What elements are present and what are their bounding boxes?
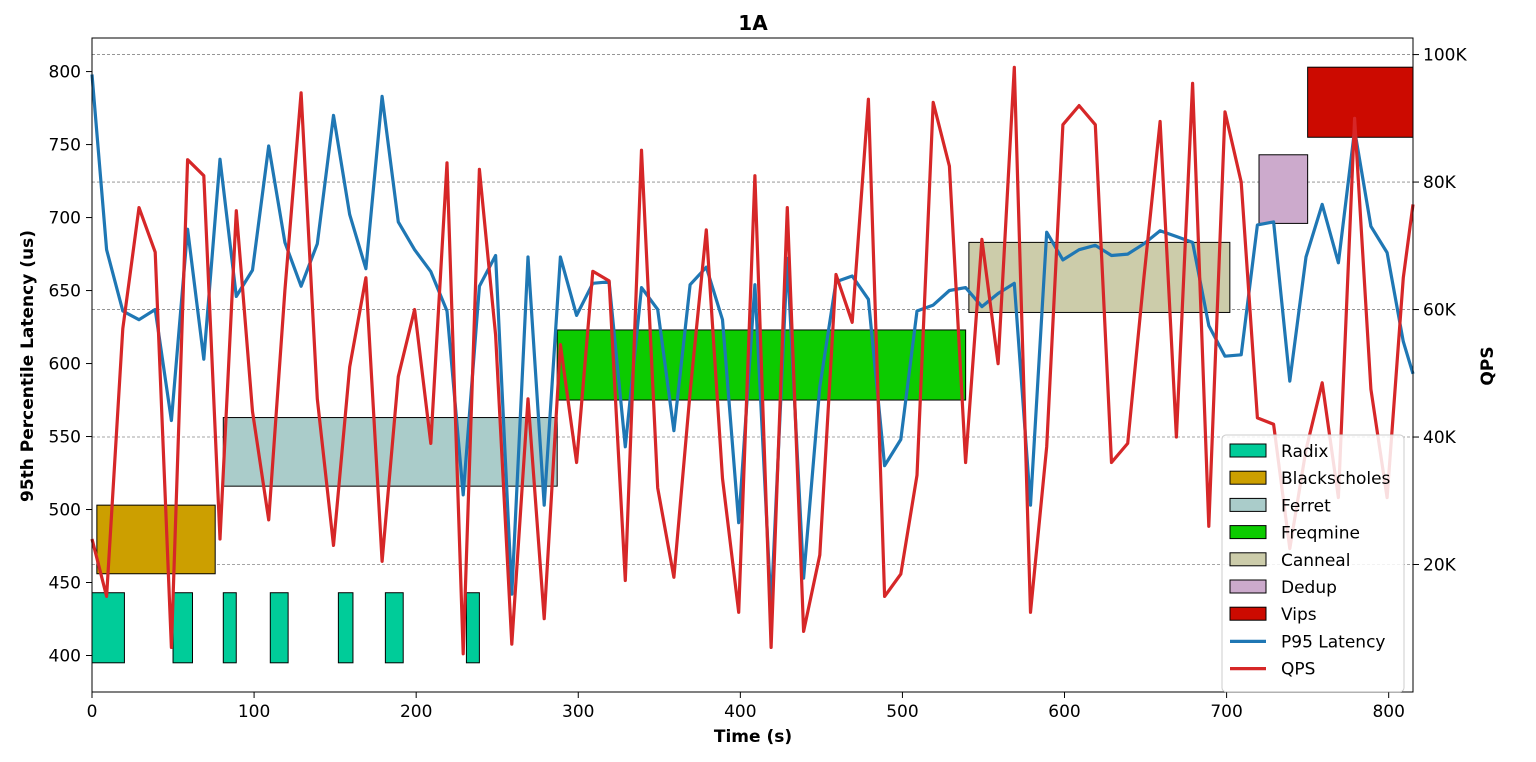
x-tick-label: 0 (87, 702, 98, 722)
y-tick-label: 500 (49, 501, 81, 521)
y-tick-label: 700 (49, 209, 81, 229)
legend-box (1221, 434, 1405, 693)
legend-label: Radix (1281, 442, 1328, 462)
y-tick-label: 600 (49, 355, 81, 375)
job-bar-radix (91, 592, 125, 664)
x-tick-label: 800 (1372, 702, 1404, 722)
y2-tick-label: 20K (1423, 556, 1457, 576)
legend-label: Ferret (1281, 496, 1331, 516)
legend-label: P95 Latency (1281, 632, 1385, 652)
job-bar-radix (269, 592, 289, 664)
legend: Radix Blackscholes Ferret Freqmine Canneal De… (1221, 434, 1405, 693)
chart-title: 1A (738, 11, 768, 35)
y-tick-label: 550 (49, 428, 81, 448)
legend-label: Canneal (1281, 551, 1350, 571)
y-tick-label: 400 (49, 647, 81, 667)
job-bar-vips (1307, 66, 1414, 138)
plot-frame (91, 37, 1414, 693)
x-tick-label: 500 (886, 702, 918, 722)
y-tick-label: 650 (49, 282, 81, 302)
legend-swatch-blackscholes (1229, 470, 1267, 485)
job-bar-radix (384, 592, 404, 664)
legend-label: Vips (1281, 605, 1317, 625)
legend-swatch-dedup (1229, 579, 1267, 594)
y2-tick-label: 60K (1423, 301, 1457, 321)
y-axis-title: 95th Percentile Latency (us) (18, 230, 38, 502)
y-tick-label: 750 (49, 136, 81, 156)
x-tick-label: 300 (562, 702, 594, 722)
legend-label: Freqmine (1281, 524, 1360, 544)
x-tick-label: 700 (1210, 702, 1242, 722)
x-tick-label: 100 (238, 702, 270, 722)
legend-swatch-freqmine (1229, 525, 1267, 540)
y2-tick-label: 100K (1423, 46, 1467, 66)
x-tick-label: 200 (400, 702, 432, 722)
x-axis-title: Time (s) (714, 727, 792, 747)
y2-tick-label: 80K (1423, 173, 1457, 193)
job-bar-radix (337, 592, 354, 664)
job-bar-dedup (1258, 154, 1309, 224)
series-layer (90, 65, 1415, 656)
x-tick-label: 400 (724, 702, 756, 722)
job-bar-radix (222, 592, 237, 664)
legend-swatch-canneal (1229, 552, 1267, 567)
job-bar-radix (172, 592, 193, 664)
job-bar-blackscholes (96, 504, 216, 575)
legend-label: Dedup (1281, 578, 1337, 598)
x-tick-label: 600 (1048, 702, 1080, 722)
y-tick-label: 800 (49, 63, 81, 83)
job-bar-canneal (968, 241, 1231, 313)
y2-tick-label: 40K (1423, 428, 1457, 448)
legend-swatch-vips (1229, 606, 1267, 621)
legend-swatch-radix (1229, 443, 1267, 458)
legend-label: QPS (1281, 660, 1315, 680)
legend-swatch-ferret (1229, 497, 1267, 512)
y2-axis-title: QPS (1478, 346, 1498, 385)
y-tick-label: 450 (49, 574, 81, 594)
qps-line (90, 65, 1415, 656)
axes-layer: 0 100 200 300 400 500 600 700 800 400 450 500 550 600… (49, 46, 1468, 722)
legend-label: Blackscholes (1281, 469, 1391, 489)
job-bar-radix (465, 592, 480, 664)
